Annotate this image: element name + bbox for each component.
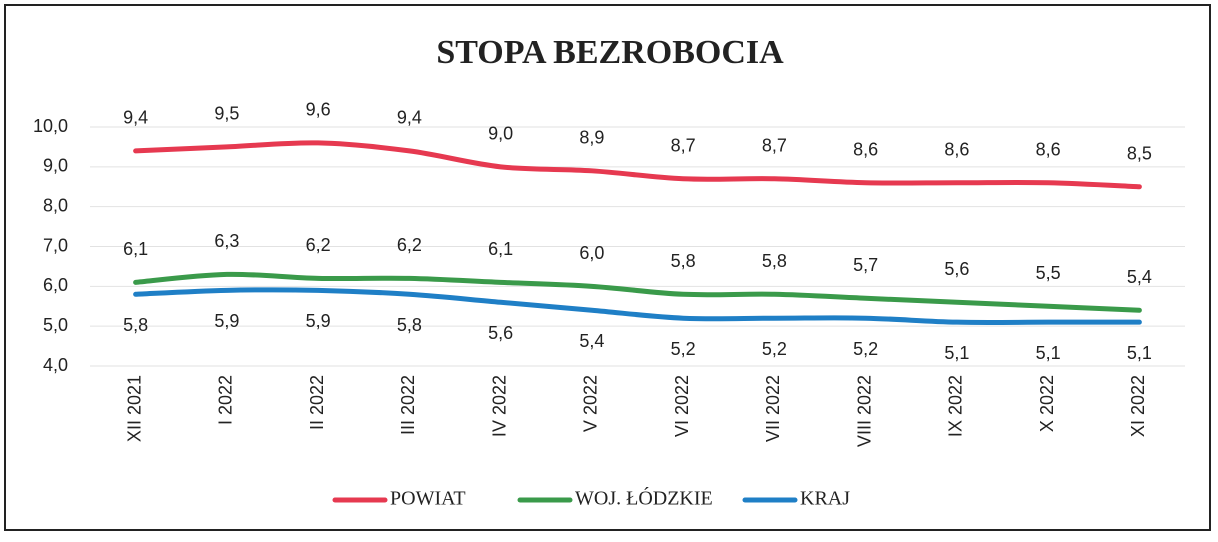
data-label: 5,8 <box>762 251 787 271</box>
data-label: 5,1 <box>1036 343 1061 363</box>
data-label: 6,1 <box>123 239 148 259</box>
x-tick-label: VIII 2022 <box>854 375 874 447</box>
data-label: 8,6 <box>944 140 969 160</box>
x-tick-label: III 2022 <box>398 375 418 435</box>
data-label: 9,4 <box>397 108 422 128</box>
data-label: 6,2 <box>306 235 331 255</box>
y-tick-label: 9,0 <box>43 156 68 176</box>
data-label: 6,0 <box>579 243 604 263</box>
y-tick-label: 6,0 <box>43 275 68 295</box>
data-label: 8,7 <box>762 136 787 156</box>
data-label: 5,2 <box>853 339 878 359</box>
data-label: 8,9 <box>579 128 604 148</box>
x-tick-label: IX 2022 <box>946 375 966 437</box>
x-tick-label: IV 2022 <box>489 375 509 437</box>
data-label: 9,6 <box>306 100 331 120</box>
data-label: 5,8 <box>671 251 696 271</box>
data-label: 5,1 <box>944 343 969 363</box>
data-label: 8,5 <box>1127 144 1152 164</box>
x-tick-label: VI 2022 <box>672 375 692 437</box>
x-tick-label: I 2022 <box>216 375 236 425</box>
x-tick-label: X 2022 <box>1037 375 1057 432</box>
legend-label: WOJ. ŁÓDZKIE <box>575 486 713 510</box>
data-label: 5,7 <box>853 255 878 275</box>
chart-title: STOPA BEZROBOCIA <box>436 34 784 71</box>
x-tick-label: VII 2022 <box>763 375 783 442</box>
data-label: 6,3 <box>214 231 239 251</box>
y-tick-label: 7,0 <box>43 235 68 255</box>
data-label: 5,4 <box>579 331 604 351</box>
data-label: 5,2 <box>762 339 787 359</box>
data-label: 5,4 <box>1127 267 1152 287</box>
series-line <box>133 271 1142 313</box>
data-label: 8,6 <box>853 140 878 160</box>
data-label: 9,5 <box>214 104 239 124</box>
data-label: 5,1 <box>1127 343 1152 363</box>
series-line <box>133 140 1142 190</box>
y-tick-label: 10,0 <box>33 116 68 136</box>
data-label: 5,2 <box>671 339 696 359</box>
data-label: 9,0 <box>488 124 513 144</box>
data-label: 5,9 <box>214 311 239 331</box>
y-tick-label: 5,0 <box>43 315 68 335</box>
series-line <box>133 287 1142 325</box>
y-tick-label: 4,0 <box>43 355 68 375</box>
data-label: 8,6 <box>1036 140 1061 160</box>
x-tick-label: XI 2022 <box>1128 375 1148 437</box>
data-label: 5,9 <box>306 311 331 331</box>
data-label: 5,5 <box>1036 263 1061 283</box>
data-label: 5,6 <box>944 259 969 279</box>
data-label: 8,7 <box>671 136 696 156</box>
data-label: 5,8 <box>397 315 422 335</box>
data-label: 5,6 <box>488 323 513 343</box>
legend-label: POWIAT <box>390 488 466 510</box>
data-label: 9,4 <box>123 108 148 128</box>
legend-label: KRAJ <box>800 488 850 510</box>
data-label: 6,1 <box>488 239 513 259</box>
data-label: 5,8 <box>123 315 148 335</box>
x-tick-label: II 2022 <box>307 375 327 430</box>
y-tick-label: 8,0 <box>43 195 68 215</box>
frame <box>4 4 1211 531</box>
x-tick-label: V 2022 <box>581 375 601 432</box>
data-label: 6,2 <box>397 235 422 255</box>
x-tick-label: XII 2021 <box>124 375 144 442</box>
